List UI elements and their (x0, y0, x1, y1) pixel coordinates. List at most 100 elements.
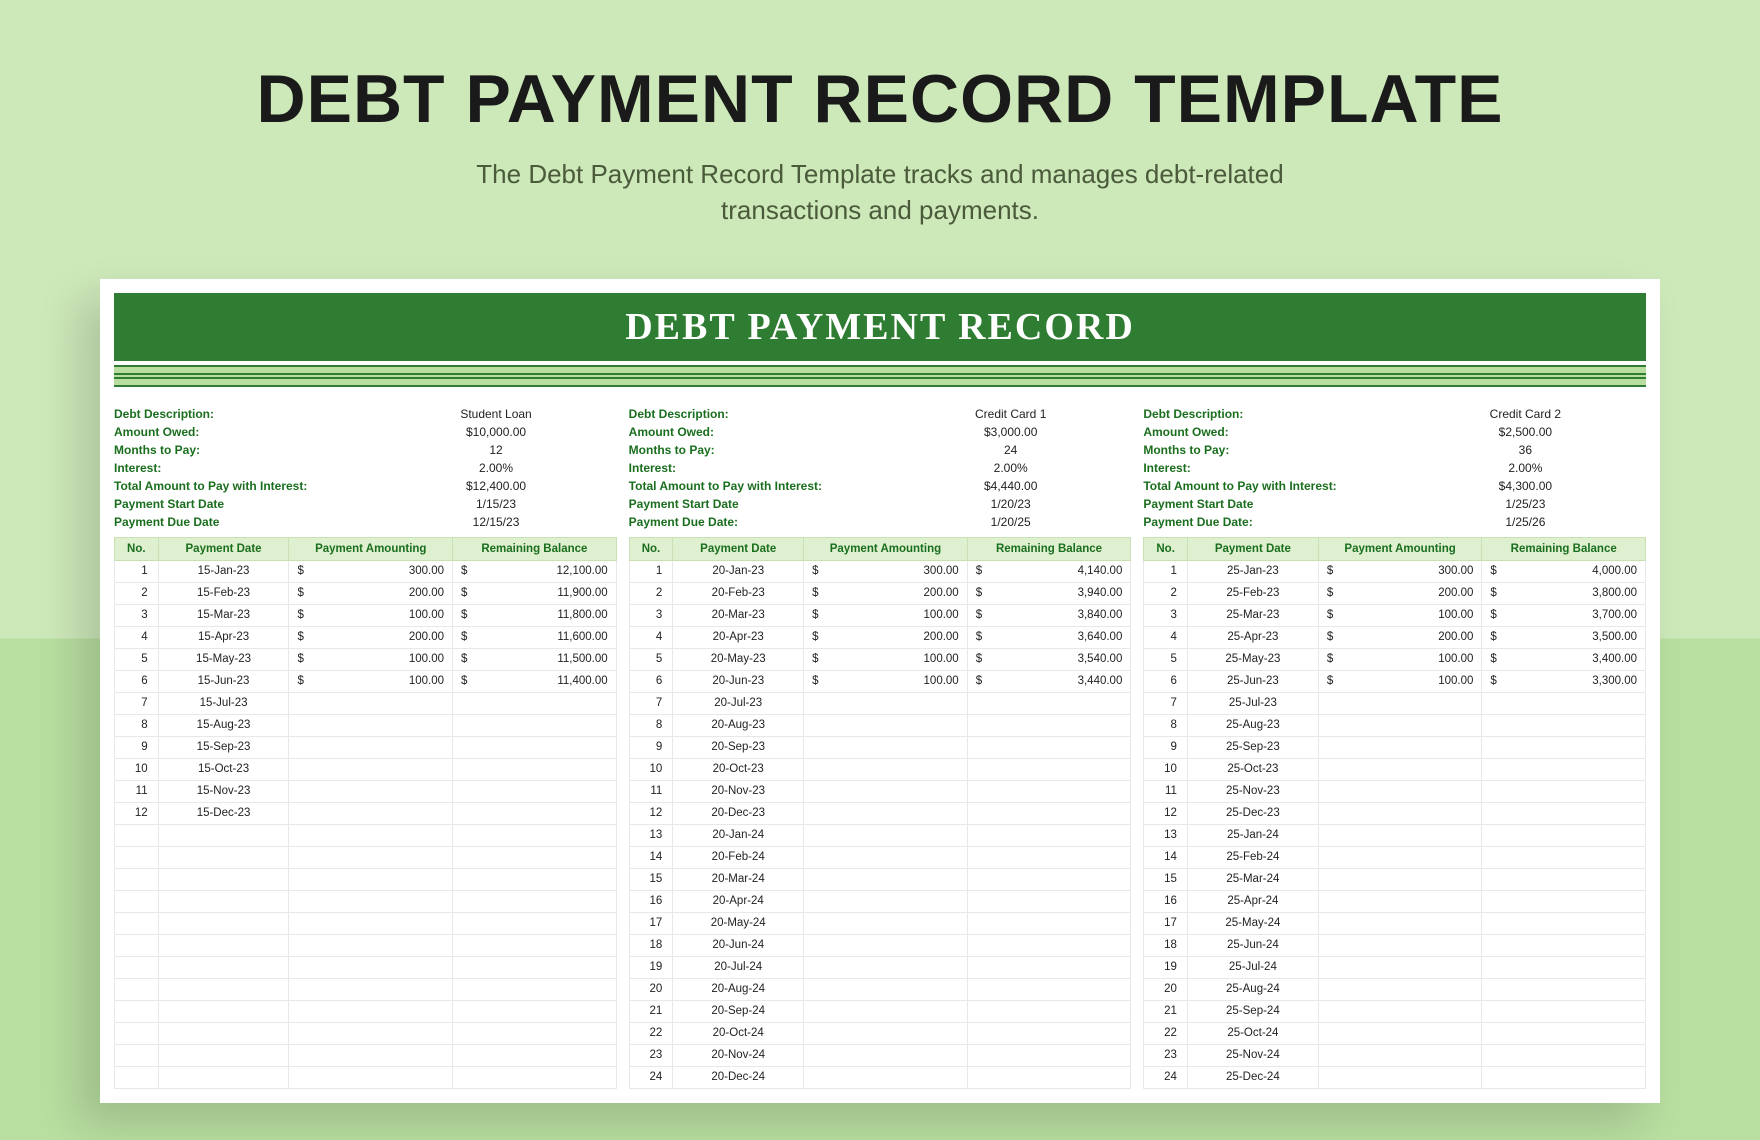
info-value: Student Loan (375, 407, 616, 421)
table-row: 815-Aug-23 (115, 714, 617, 736)
info-row: Interest:2.00% (114, 459, 617, 477)
payment-date-cell: 20-Jul-24 (673, 956, 804, 978)
payment-amount-cell (1318, 780, 1482, 802)
row-number (115, 956, 159, 978)
table-row: 2425-Dec-24 (1144, 1066, 1646, 1088)
payment-amount-cell (289, 692, 453, 714)
row-number: 17 (1144, 912, 1188, 934)
remaining-balance-cell (1482, 978, 1646, 1000)
remaining-balance-cell: $3,940.00 (967, 582, 1131, 604)
table-row: 1625-Apr-24 (1144, 890, 1646, 912)
remaining-balance-cell (967, 714, 1131, 736)
payment-amount-cell: $200.00 (1318, 582, 1482, 604)
payment-date-cell: 25-Jan-23 (1187, 560, 1318, 582)
info-label: Payment Start Date (629, 497, 890, 511)
remaining-balance-cell (1482, 912, 1646, 934)
table-row: 920-Sep-23 (629, 736, 1131, 758)
table-header-cell: Payment Amounting (1318, 537, 1482, 560)
table-row: 2220-Oct-24 (629, 1022, 1131, 1044)
row-number: 11 (115, 780, 159, 802)
payment-amount-cell (1318, 912, 1482, 934)
info-label: Debt Description: (114, 407, 375, 421)
row-number (115, 1044, 159, 1066)
payment-amount-cell (1318, 758, 1482, 780)
payment-amount-cell (1318, 736, 1482, 758)
table-row: 725-Jul-23 (1144, 692, 1646, 714)
row-number: 4 (1144, 626, 1188, 648)
remaining-balance-cell (1482, 1000, 1646, 1022)
payment-amount-cell (289, 934, 453, 956)
row-number: 24 (1144, 1066, 1188, 1088)
payment-date-cell: 25-Sep-24 (1187, 1000, 1318, 1022)
payment-amount-cell (804, 1066, 968, 1088)
payment-date-cell: 25-Mar-23 (1187, 604, 1318, 626)
remaining-balance-cell (1482, 846, 1646, 868)
remaining-balance-cell (453, 978, 617, 1000)
payment-date-cell: 15-Oct-23 (158, 758, 289, 780)
payment-date-cell: 20-Dec-24 (673, 1066, 804, 1088)
table-row: 1820-Jun-24 (629, 934, 1131, 956)
payment-amount-cell (289, 824, 453, 846)
info-value: 1/25/26 (1405, 515, 1646, 529)
row-number (115, 934, 159, 956)
payment-date-cell: 25-Aug-24 (1187, 978, 1318, 1000)
table-header-cell: Remaining Balance (967, 537, 1131, 560)
table-row: 1125-Nov-23 (1144, 780, 1646, 802)
payment-date-cell (158, 1066, 289, 1088)
row-number: 5 (115, 648, 159, 670)
table-header-cell: Payment Date (1187, 537, 1318, 560)
row-number: 12 (115, 802, 159, 824)
payment-date-cell: 20-Jan-23 (673, 560, 804, 582)
row-number (115, 912, 159, 934)
payment-date-cell (158, 824, 289, 846)
payment-amount-cell: $200.00 (289, 582, 453, 604)
table-row: 915-Sep-23 (115, 736, 617, 758)
remaining-balance-cell (1482, 934, 1646, 956)
row-number: 10 (1144, 758, 1188, 780)
remaining-balance-cell (967, 780, 1131, 802)
table-row: 1920-Jul-24 (629, 956, 1131, 978)
table-header-cell: Remaining Balance (1482, 537, 1646, 560)
remaining-balance-cell (1482, 868, 1646, 890)
payment-amount-cell (289, 956, 453, 978)
payment-date-cell: 20-Sep-23 (673, 736, 804, 758)
info-value: $12,400.00 (375, 479, 616, 493)
payment-date-cell (158, 978, 289, 1000)
row-number: 2 (1144, 582, 1188, 604)
payment-date-cell: 15-Dec-23 (158, 802, 289, 824)
remaining-balance-cell (453, 758, 617, 780)
payment-date-cell: 15-Feb-23 (158, 582, 289, 604)
page-subtitle: The Debt Payment Record Template tracks … (0, 156, 1760, 229)
payment-date-cell: 15-Aug-23 (158, 714, 289, 736)
info-value: 24 (890, 443, 1131, 457)
remaining-balance-cell (453, 824, 617, 846)
payment-date-cell: 25-Jun-24 (1187, 934, 1318, 956)
table-row: 1425-Feb-24 (1144, 846, 1646, 868)
info-label: Total Amount to Pay with Interest: (114, 479, 375, 493)
payment-amount-cell (804, 846, 968, 868)
remaining-balance-cell (967, 802, 1131, 824)
info-row: Months to Pay:36 (1143, 441, 1646, 459)
remaining-balance-cell (967, 934, 1131, 956)
table-row: 2420-Dec-24 (629, 1066, 1131, 1088)
row-number: 9 (115, 736, 159, 758)
remaining-balance-cell: $3,540.00 (967, 648, 1131, 670)
info-row: Interest:2.00% (1143, 459, 1646, 477)
info-label: Months to Pay: (114, 443, 375, 457)
info-label: Payment Due Date: (1143, 515, 1404, 529)
info-row: Payment Due Date:1/25/26 (1143, 513, 1646, 531)
info-row: Total Amount to Pay with Interest:$4,440… (629, 477, 1132, 495)
remaining-balance-cell (1482, 802, 1646, 824)
payment-amount-cell (1318, 868, 1482, 890)
table-row: 925-Sep-23 (1144, 736, 1646, 758)
remaining-balance-cell (1482, 890, 1646, 912)
table-row: 825-Aug-23 (1144, 714, 1646, 736)
payment-date-cell: 20-Oct-23 (673, 758, 804, 780)
info-row: Payment Due Date12/15/23 (114, 513, 617, 531)
remaining-balance-cell (453, 714, 617, 736)
payment-amount-cell (289, 890, 453, 912)
row-number: 16 (629, 890, 673, 912)
table-row: 1120-Nov-23 (629, 780, 1131, 802)
payment-amount-cell (289, 978, 453, 1000)
info-row: Payment Start Date1/15/23 (114, 495, 617, 513)
